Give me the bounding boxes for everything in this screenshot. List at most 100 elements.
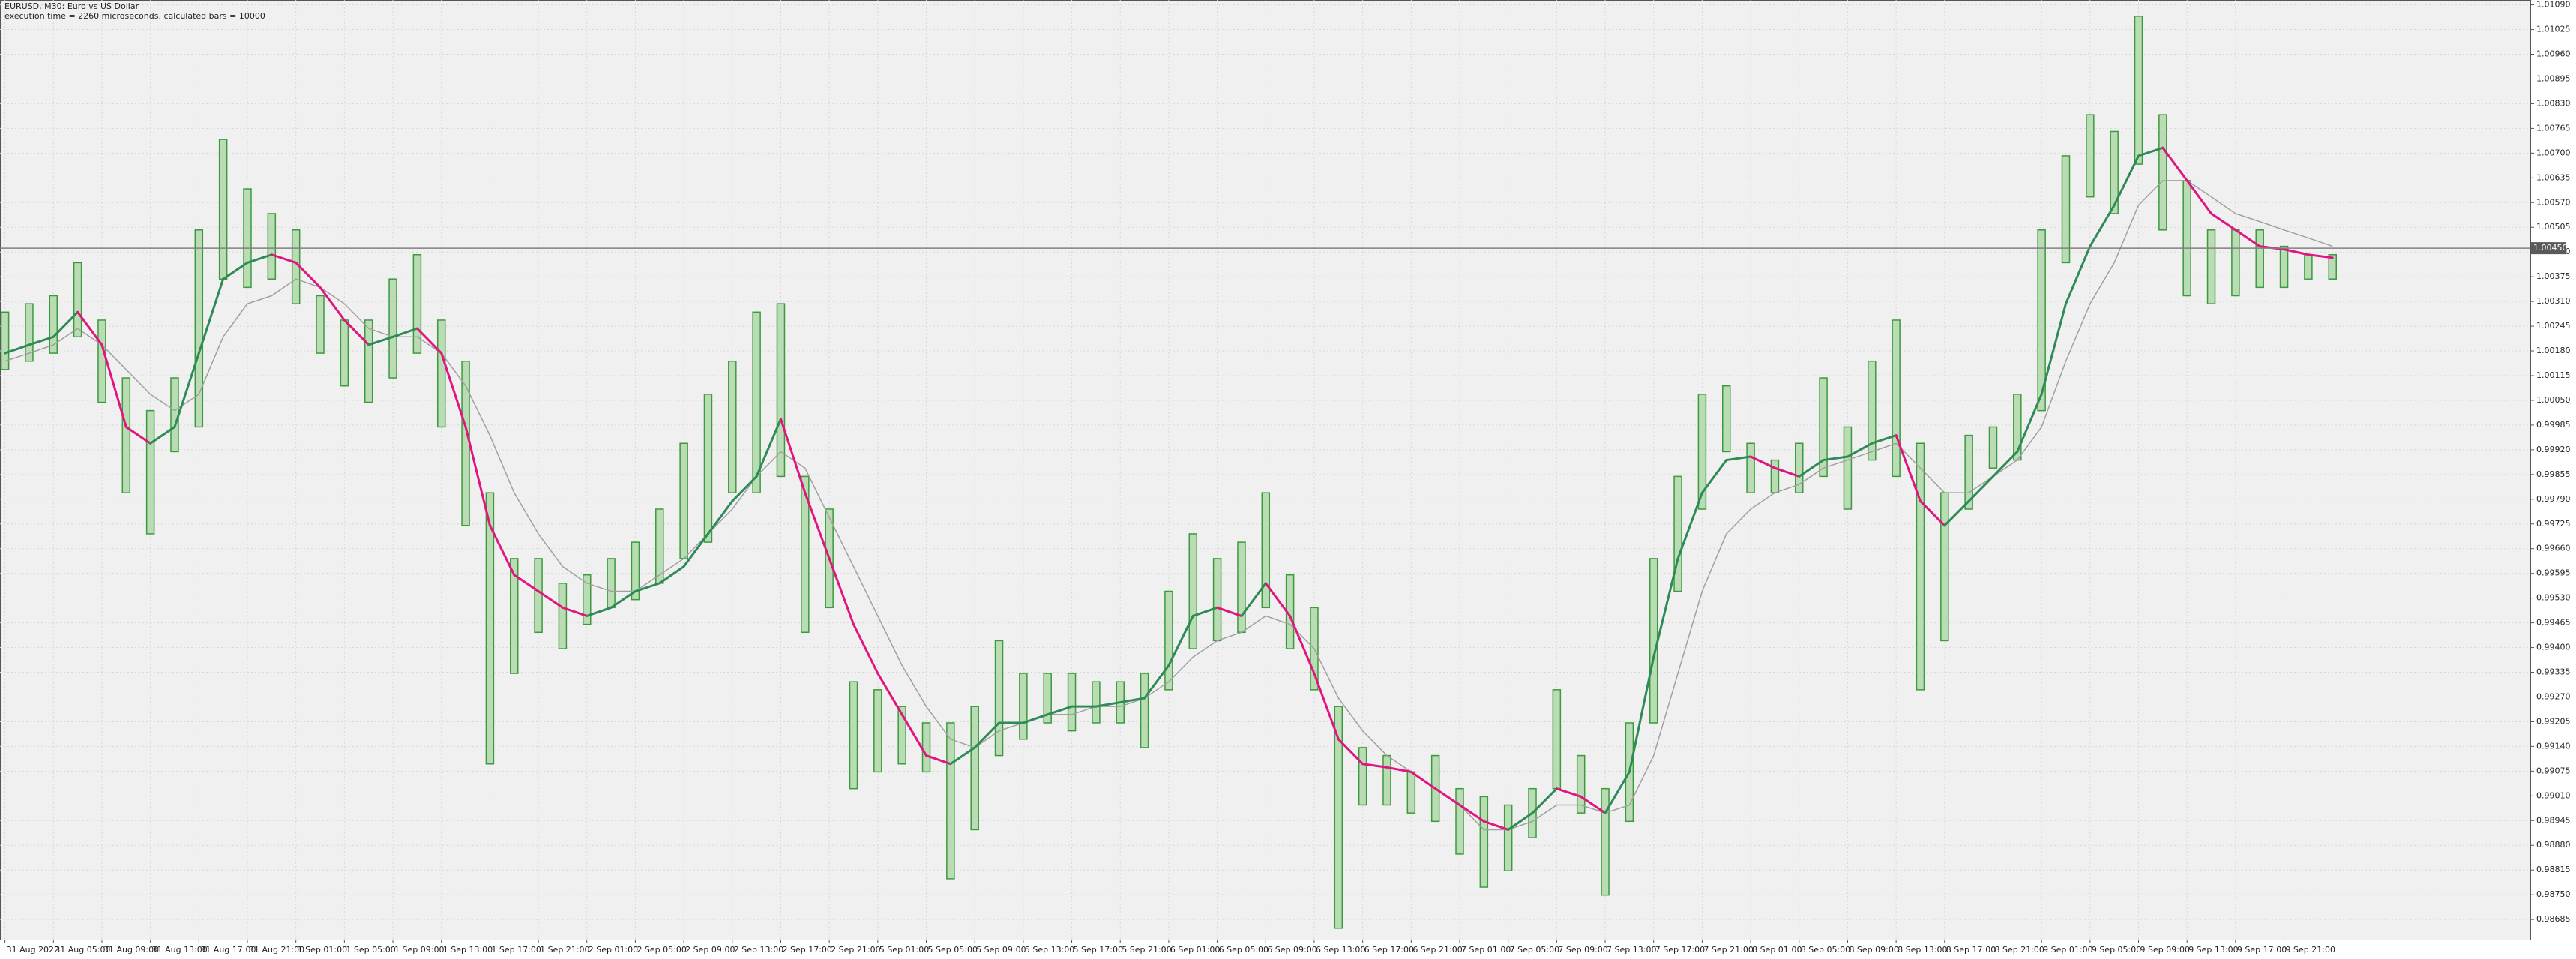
y-tick-label: 0.99530 [2536, 593, 2571, 603]
y-tick-label: 0.99920 [2536, 445, 2571, 454]
fast-line-segment [222, 261, 249, 280]
fast-line-segment [1919, 499, 1946, 527]
fast-line-segment [1895, 434, 1922, 502]
price-bar [1649, 558, 1658, 724]
y-tick-label: 1.00310 [2536, 296, 2571, 306]
fast-line-segment [1871, 434, 1898, 445]
price-bar [558, 583, 568, 649]
price-bar [1868, 360, 1877, 461]
price-bar [388, 278, 397, 379]
fast-line-segment [779, 418, 807, 494]
price-bar [1721, 385, 1731, 453]
x-tick-label: 8 Sep 01:00 [1752, 945, 1802, 955]
x-tick-label: 1 Sep 09:00 [394, 945, 444, 955]
price-bar [436, 319, 446, 428]
fast-line-segment [343, 319, 370, 346]
price-bar [1576, 754, 1586, 814]
fast-line-segment [2089, 204, 2116, 248]
fast-line-segment [1725, 455, 1752, 462]
y-tick-label: 0.98815 [2536, 865, 2571, 874]
x-tick-label: 31 Aug 17:00 [200, 945, 256, 955]
marks [0, 16, 2337, 929]
price-bar [121, 377, 131, 493]
fast-line-segment [949, 746, 976, 766]
x-tick-label: 1 Sep 05:00 [346, 945, 395, 955]
fast-line-segment [586, 606, 613, 617]
fast-line-segment [173, 352, 200, 428]
fast-line-segment [1191, 606, 1219, 617]
fast-line-segment [367, 335, 394, 346]
fast-line-segment [1361, 763, 1388, 769]
y-tick-label: 0.99855 [2536, 469, 2571, 479]
y-tick-label: 1.00180 [2536, 346, 2571, 355]
x-tick-label: 5 Sep 01:00 [879, 945, 929, 955]
x-tick-label: 9 Sep 13:00 [2188, 945, 2238, 955]
price-bar [1382, 754, 1391, 806]
price-bar [655, 508, 664, 584]
price-bar [1892, 319, 1901, 478]
fast-line-segment [1119, 697, 1146, 704]
fast-line-segment [755, 418, 782, 478]
x-tick-label: 2 Sep 09:00 [685, 945, 735, 955]
price-bar [1697, 394, 1707, 510]
price-bar [1140, 673, 1149, 748]
y-tick-label: 0.98945 [2536, 815, 2571, 825]
price-bar [946, 722, 955, 880]
price-bar [2255, 229, 2264, 289]
price-bar [1843, 426, 1853, 510]
fast-line-segment [246, 253, 273, 264]
fast-line-segment [1143, 664, 1170, 700]
fast-line-segment [2307, 253, 2334, 259]
price-bar [921, 722, 931, 773]
price-bar [0, 311, 10, 370]
price-bar [1964, 434, 1973, 510]
x-tick-label: 6 Sep 21:00 [1412, 945, 1462, 955]
fast-line-segment [2065, 245, 2092, 305]
fast-line-segment [149, 425, 176, 445]
fast-line-segment [1555, 787, 1583, 798]
fast-line-segment [1216, 606, 1243, 617]
y-tick-label: 1.00765 [2536, 123, 2571, 133]
x-tick-label: 6 Sep 09:00 [1267, 945, 1316, 955]
x-tick-label: 6 Sep 05:00 [1219, 945, 1269, 955]
price-bar [1043, 673, 1052, 724]
fast-line-segment [1628, 655, 1655, 773]
y-tick-label: 0.99465 [2536, 618, 2571, 628]
y-tick-label: 1.00245 [2536, 321, 2571, 331]
x-tick-label: 9 Sep 01:00 [2043, 945, 2092, 955]
fast-line-segment [464, 425, 491, 527]
y-tick-label: 0.98685 [2536, 914, 2571, 924]
fast-line-segment [270, 253, 298, 264]
x-tick-label: 2 Sep 05:00 [637, 945, 686, 955]
price-bar [1092, 681, 1101, 724]
price-bar [1479, 796, 1489, 888]
y-tick-label: 0.99010 [2536, 790, 2571, 800]
y-tick-label: 0.98880 [2536, 840, 2571, 850]
fast-line-segment [1385, 766, 1412, 773]
price-bar [1334, 706, 1343, 929]
price-bar [2231, 229, 2240, 297]
x-tick-label: 2 Sep 17:00 [782, 945, 831, 955]
price-bar [1237, 541, 1246, 634]
price-bar [897, 706, 906, 765]
fast-line-segment [925, 754, 952, 766]
price-bar [2279, 245, 2289, 289]
price-bar [1795, 442, 1804, 493]
fast-line-segment [1604, 770, 1631, 814]
y-tick-label: 0.99595 [2536, 568, 2571, 578]
price-bar [1673, 475, 1682, 592]
y-tick-label: 1.01025 [2536, 25, 2571, 34]
price-bar [2110, 130, 2119, 214]
price-bar [1940, 492, 1949, 642]
price-bar [1212, 558, 1222, 642]
price-bar [1067, 673, 1077, 732]
fast-line-segment [706, 499, 734, 535]
x-tick-label: 2 Sep 13:00 [734, 945, 783, 955]
fast-line-segment [415, 327, 443, 355]
x-tick-label: 5 Sep 13:00 [1025, 945, 1074, 955]
fast-line-segment [4, 343, 31, 355]
price-bar [97, 319, 106, 403]
y-tick-label: 0.99790 [2536, 494, 2571, 504]
y-tick-label: 1.00570 [2536, 197, 2571, 207]
price-bar [2304, 253, 2313, 280]
